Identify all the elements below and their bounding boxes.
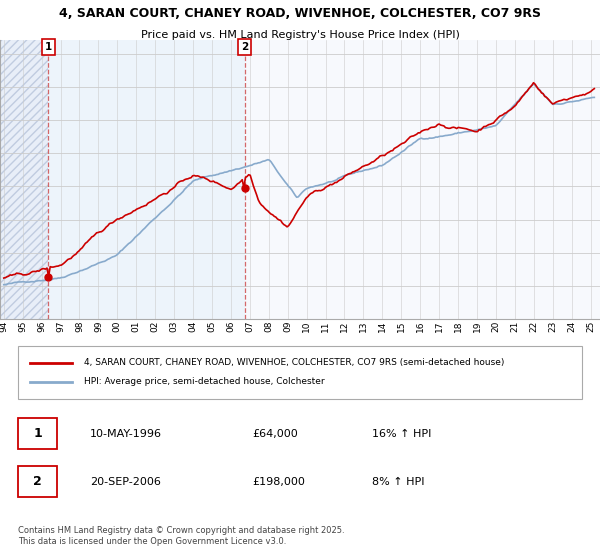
Text: £198,000: £198,000 — [252, 477, 305, 487]
Text: HPI: Average price, semi-detached house, Colchester: HPI: Average price, semi-detached house,… — [84, 377, 325, 386]
Text: Contains HM Land Registry data © Crown copyright and database right 2025.
This d: Contains HM Land Registry data © Crown c… — [18, 526, 344, 545]
Text: 20-SEP-2006: 20-SEP-2006 — [90, 477, 161, 487]
Text: 16% ↑ HPI: 16% ↑ HPI — [372, 428, 431, 438]
Text: 1: 1 — [34, 427, 42, 440]
Text: £64,000: £64,000 — [252, 428, 298, 438]
Text: Price paid vs. HM Land Registry's House Price Index (HPI): Price paid vs. HM Land Registry's House … — [140, 30, 460, 40]
Text: 1: 1 — [45, 42, 52, 52]
Text: 4, SARAN COURT, CHANEY ROAD, WIVENHOE, COLCHESTER, CO7 9RS: 4, SARAN COURT, CHANEY ROAD, WIVENHOE, C… — [59, 7, 541, 20]
Bar — [0, 40, 49, 319]
FancyBboxPatch shape — [18, 418, 57, 449]
Text: 2: 2 — [241, 42, 248, 52]
Text: 10-MAY-1996: 10-MAY-1996 — [90, 428, 162, 438]
Text: 8% ↑ HPI: 8% ↑ HPI — [372, 477, 425, 487]
Bar — [245, 40, 600, 319]
FancyBboxPatch shape — [18, 466, 57, 497]
Text: 2: 2 — [34, 475, 42, 488]
FancyBboxPatch shape — [18, 346, 582, 399]
Bar — [49, 40, 245, 319]
Text: 4, SARAN COURT, CHANEY ROAD, WIVENHOE, COLCHESTER, CO7 9RS (semi-detached house): 4, SARAN COURT, CHANEY ROAD, WIVENHOE, C… — [84, 358, 505, 367]
